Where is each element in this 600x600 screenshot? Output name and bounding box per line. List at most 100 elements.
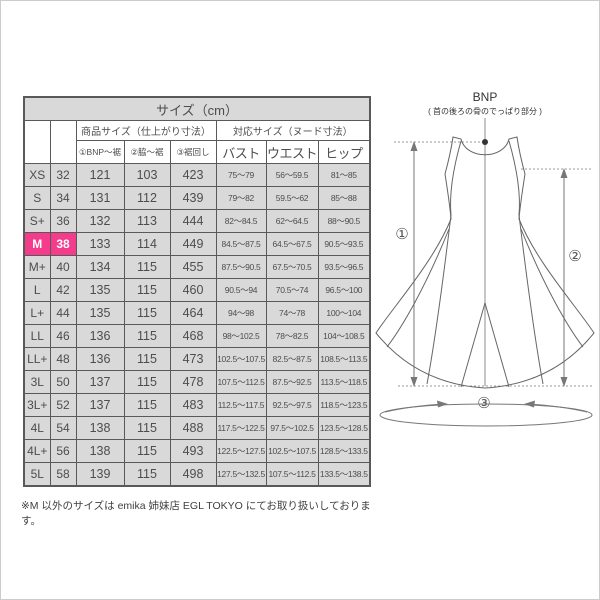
- value-cell: 132: [75, 209, 125, 233]
- value-cell: 90.5～93.5: [317, 232, 371, 256]
- value-cell: 74～78: [265, 301, 319, 325]
- bnp-note: ( 首の後ろの骨のでっぱり部分 ): [428, 106, 542, 116]
- sub-header-row: ①BNP～裾 ②脇～裾 ③裾回し バスト ウエスト ヒップ: [24, 140, 371, 164]
- size-number: 54: [49, 416, 77, 440]
- value-cell: 115: [123, 278, 171, 302]
- value-cell: 114: [123, 232, 171, 256]
- product-size-header: 商品サイズ（仕上がり寸法）: [75, 120, 217, 141]
- size-table: サイズ（cm） 商品サイズ（仕上がり寸法） 対応サイズ（ヌード寸法） ①BNP～…: [23, 96, 372, 487]
- value-cell: 102.5～107.5: [265, 439, 319, 463]
- size-number: 42: [49, 278, 77, 302]
- value-cell: 64.5～67.5: [265, 232, 319, 256]
- table-row: 5L 58 139 115 498 127.5～132.5 107.5～112.5 133.5…: [23, 462, 371, 487]
- value-cell: 88～90.5: [317, 209, 371, 233]
- value-cell: 75～79: [215, 163, 267, 187]
- hem-arrow-left: [384, 400, 448, 413]
- value-cell: 135: [75, 278, 125, 302]
- dress-outline: [375, 136, 595, 389]
- value-cell: 122.5～127.5: [215, 439, 267, 463]
- table-row: 3L+ 52 137 115 483 112.5～117.5 92.5～97.5 118.5～…: [23, 393, 371, 417]
- hem-arrow-right: [524, 400, 588, 413]
- value-cell: 134: [75, 255, 125, 279]
- table-row: 4L 54 138 115 488 117.5～122.5 97.5～102.5 123.5～…: [23, 416, 371, 440]
- size-label: 4L: [23, 416, 51, 440]
- size-number: 58: [49, 462, 77, 487]
- size-number: 40: [49, 255, 77, 279]
- value-cell: 131: [75, 186, 125, 210]
- col-header-bust: バスト: [215, 140, 267, 164]
- table-title: サイズ（cm）: [23, 96, 371, 121]
- value-cell: 137: [75, 370, 125, 394]
- value-cell: 498: [169, 462, 217, 487]
- table-row: L+ 44 135 115 464 94～98 74～78 100～104: [23, 301, 371, 325]
- value-cell: 107.5～112.5: [265, 462, 319, 487]
- size-number: 38: [49, 232, 77, 256]
- table-row: 3L 50 137 115 478 107.5～112.5 87.5～92.5 113.5～1…: [23, 370, 371, 394]
- group-header-row: 商品サイズ（仕上がり寸法） 対応サイズ（ヌード寸法）: [23, 120, 371, 164]
- value-cell: 133.5～138.5: [317, 462, 371, 487]
- value-cell: 98～102.5: [215, 324, 267, 348]
- value-cell: 82～84.5: [215, 209, 267, 233]
- value-cell: 118.5～123.5: [317, 393, 371, 417]
- value-cell: 115: [123, 462, 171, 487]
- value-cell: 115: [123, 255, 171, 279]
- value-cell: 107.5～112.5: [215, 370, 267, 394]
- value-cell: 464: [169, 301, 217, 325]
- table-row: S 34 131 112 439 79～82 59.5～62 85～88: [23, 186, 371, 210]
- table-row: XS 32 121 103 423 75～79 56～59.5 81～85: [23, 163, 371, 187]
- table-row: LL 46 136 115 468 98～102.5 78～82.5 104～108.5: [23, 324, 371, 348]
- size-number: 36: [49, 209, 77, 233]
- value-cell: 121: [75, 163, 125, 187]
- value-cell: 128.5～133.5: [317, 439, 371, 463]
- bnp-label: BNP: [473, 90, 498, 104]
- value-cell: 81～85: [317, 163, 371, 187]
- value-cell: 84.5～87.5: [215, 232, 267, 256]
- value-cell: 82.5～87.5: [265, 347, 319, 371]
- empty-cell: [23, 120, 51, 164]
- footnote: ※M 以外のサイズは emika 姉妹店 EGL TOKYO にてお取り扱いして…: [21, 500, 371, 527]
- size-label: 3L: [23, 370, 51, 394]
- value-cell: 100～104: [317, 301, 371, 325]
- size-label: XS: [23, 163, 51, 187]
- size-label: 3L+: [23, 393, 51, 417]
- size-label: LL: [23, 324, 51, 348]
- value-cell: 70.5～74: [265, 278, 319, 302]
- value-cell: 102.5～107.5: [215, 347, 267, 371]
- size-label: S: [23, 186, 51, 210]
- value-cell: 139: [75, 462, 125, 487]
- size-number: 44: [49, 301, 77, 325]
- table-row: 4L+ 56 138 115 493 122.5～127.5 102.5～107.5 128.…: [23, 439, 371, 463]
- value-cell: 478: [169, 370, 217, 394]
- value-cell: 92.5～97.5: [265, 393, 319, 417]
- value-cell: 108.5～113.5: [317, 347, 371, 371]
- size-table-body: XS 32 121 103 423 75～79 56～59.5 81～85 S 34 131 112 4…: [23, 163, 371, 487]
- empty-cell: [49, 120, 77, 164]
- size-label: LL+: [23, 347, 51, 371]
- size-number: 46: [49, 324, 77, 348]
- col-header-bnp-hem: ①BNP～裾: [75, 140, 125, 164]
- table-row: M 38 133 114 449 84.5～87.5 64.5～67.5 90.5～93.5: [23, 232, 371, 256]
- value-cell: 103: [123, 163, 171, 187]
- value-cell: 138: [75, 439, 125, 463]
- value-cell: 449: [169, 232, 217, 256]
- value-cell: 93.5～96.5: [317, 255, 371, 279]
- bnp-point-dot: [482, 139, 488, 145]
- value-cell: 115: [123, 301, 171, 325]
- size-number: 52: [49, 393, 77, 417]
- size-label: S+: [23, 209, 51, 233]
- value-cell: 444: [169, 209, 217, 233]
- value-cell: 85～88: [317, 186, 371, 210]
- col-header-side-hem: ②脇～裾: [123, 140, 171, 164]
- table-row: S+ 36 132 113 444 82～84.5 62～64.5 88～90.5: [23, 209, 371, 233]
- value-cell: 423: [169, 163, 217, 187]
- size-number: 32: [49, 163, 77, 187]
- size-number: 50: [49, 370, 77, 394]
- value-cell: 67.5～70.5: [265, 255, 319, 279]
- col-header-hem-circ: ③裾回し: [169, 140, 217, 164]
- value-cell: 87.5～90.5: [215, 255, 267, 279]
- col-header-waist: ウエスト: [265, 140, 319, 164]
- value-cell: 96.5～100: [317, 278, 371, 302]
- size-number: 48: [49, 347, 77, 371]
- marker-3: ③: [477, 395, 490, 412]
